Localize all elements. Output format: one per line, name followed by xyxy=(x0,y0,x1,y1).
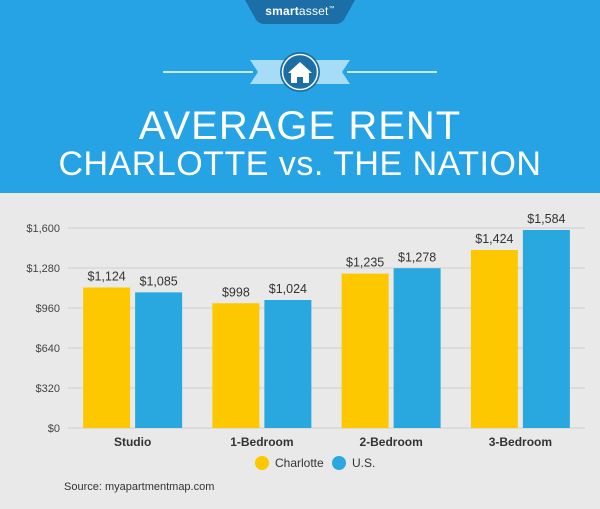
logo-trademark: ™ xyxy=(328,6,335,12)
logo-text-smart: smart xyxy=(265,4,299,18)
bar-us xyxy=(393,268,441,428)
data-label: $1,584 xyxy=(527,212,565,226)
y-tick-label: $1,280 xyxy=(26,263,60,275)
x-category-label: 2-Bedroom xyxy=(359,435,422,449)
house-icon xyxy=(280,52,320,92)
data-label: $1,278 xyxy=(398,250,436,264)
bar-us xyxy=(522,230,570,428)
data-label: $1,424 xyxy=(475,232,513,246)
legend: Charlotte U.S. xyxy=(0,454,600,474)
data-label: $1,235 xyxy=(346,256,384,270)
legend-swatch-charlotte xyxy=(255,456,269,470)
bar-charlotte xyxy=(470,250,518,428)
logo-text: smartasset™ xyxy=(245,4,355,18)
data-label: $998 xyxy=(222,285,250,299)
bar-charlotte xyxy=(341,273,389,428)
data-label: $1,024 xyxy=(269,282,307,296)
legend-label-us: U.S. xyxy=(352,456,376,470)
y-tick-label: $0 xyxy=(48,423,60,435)
title-line-1: AVERAGE RENT xyxy=(138,104,462,148)
header-banner: smartasset™ AVERAGE RENT CHARLOTTE vs. T… xyxy=(0,0,600,193)
logo-text-asset: asset xyxy=(298,4,329,18)
data-label: $1,085 xyxy=(140,274,178,288)
x-category-label: 1-Bedroom xyxy=(230,435,293,449)
brand-logo: smartasset™ xyxy=(245,0,355,24)
x-category-label: 3-Bedroom xyxy=(489,435,552,449)
legend-label-charlotte: Charlotte xyxy=(275,456,324,470)
bar-us xyxy=(135,292,183,428)
bar-us xyxy=(264,300,312,428)
source-note: Source: myapartmentmap.com xyxy=(64,481,215,493)
header-emblem xyxy=(163,52,437,92)
x-category-label: Studio xyxy=(114,435,151,449)
y-tick-label: $960 xyxy=(36,303,60,315)
logo-tab-shape xyxy=(245,0,355,24)
y-tick-label: $1,600 xyxy=(26,223,60,235)
bar-charlotte xyxy=(212,303,260,428)
legend-swatch-us xyxy=(332,456,346,470)
bar-charlotte xyxy=(83,287,131,428)
data-label: $1,124 xyxy=(88,270,126,284)
title-line-2: CHARLOTTE vs. THE NATION xyxy=(58,145,542,183)
y-tick-label: $320 xyxy=(36,383,60,395)
y-tick-label: $640 xyxy=(36,343,60,355)
